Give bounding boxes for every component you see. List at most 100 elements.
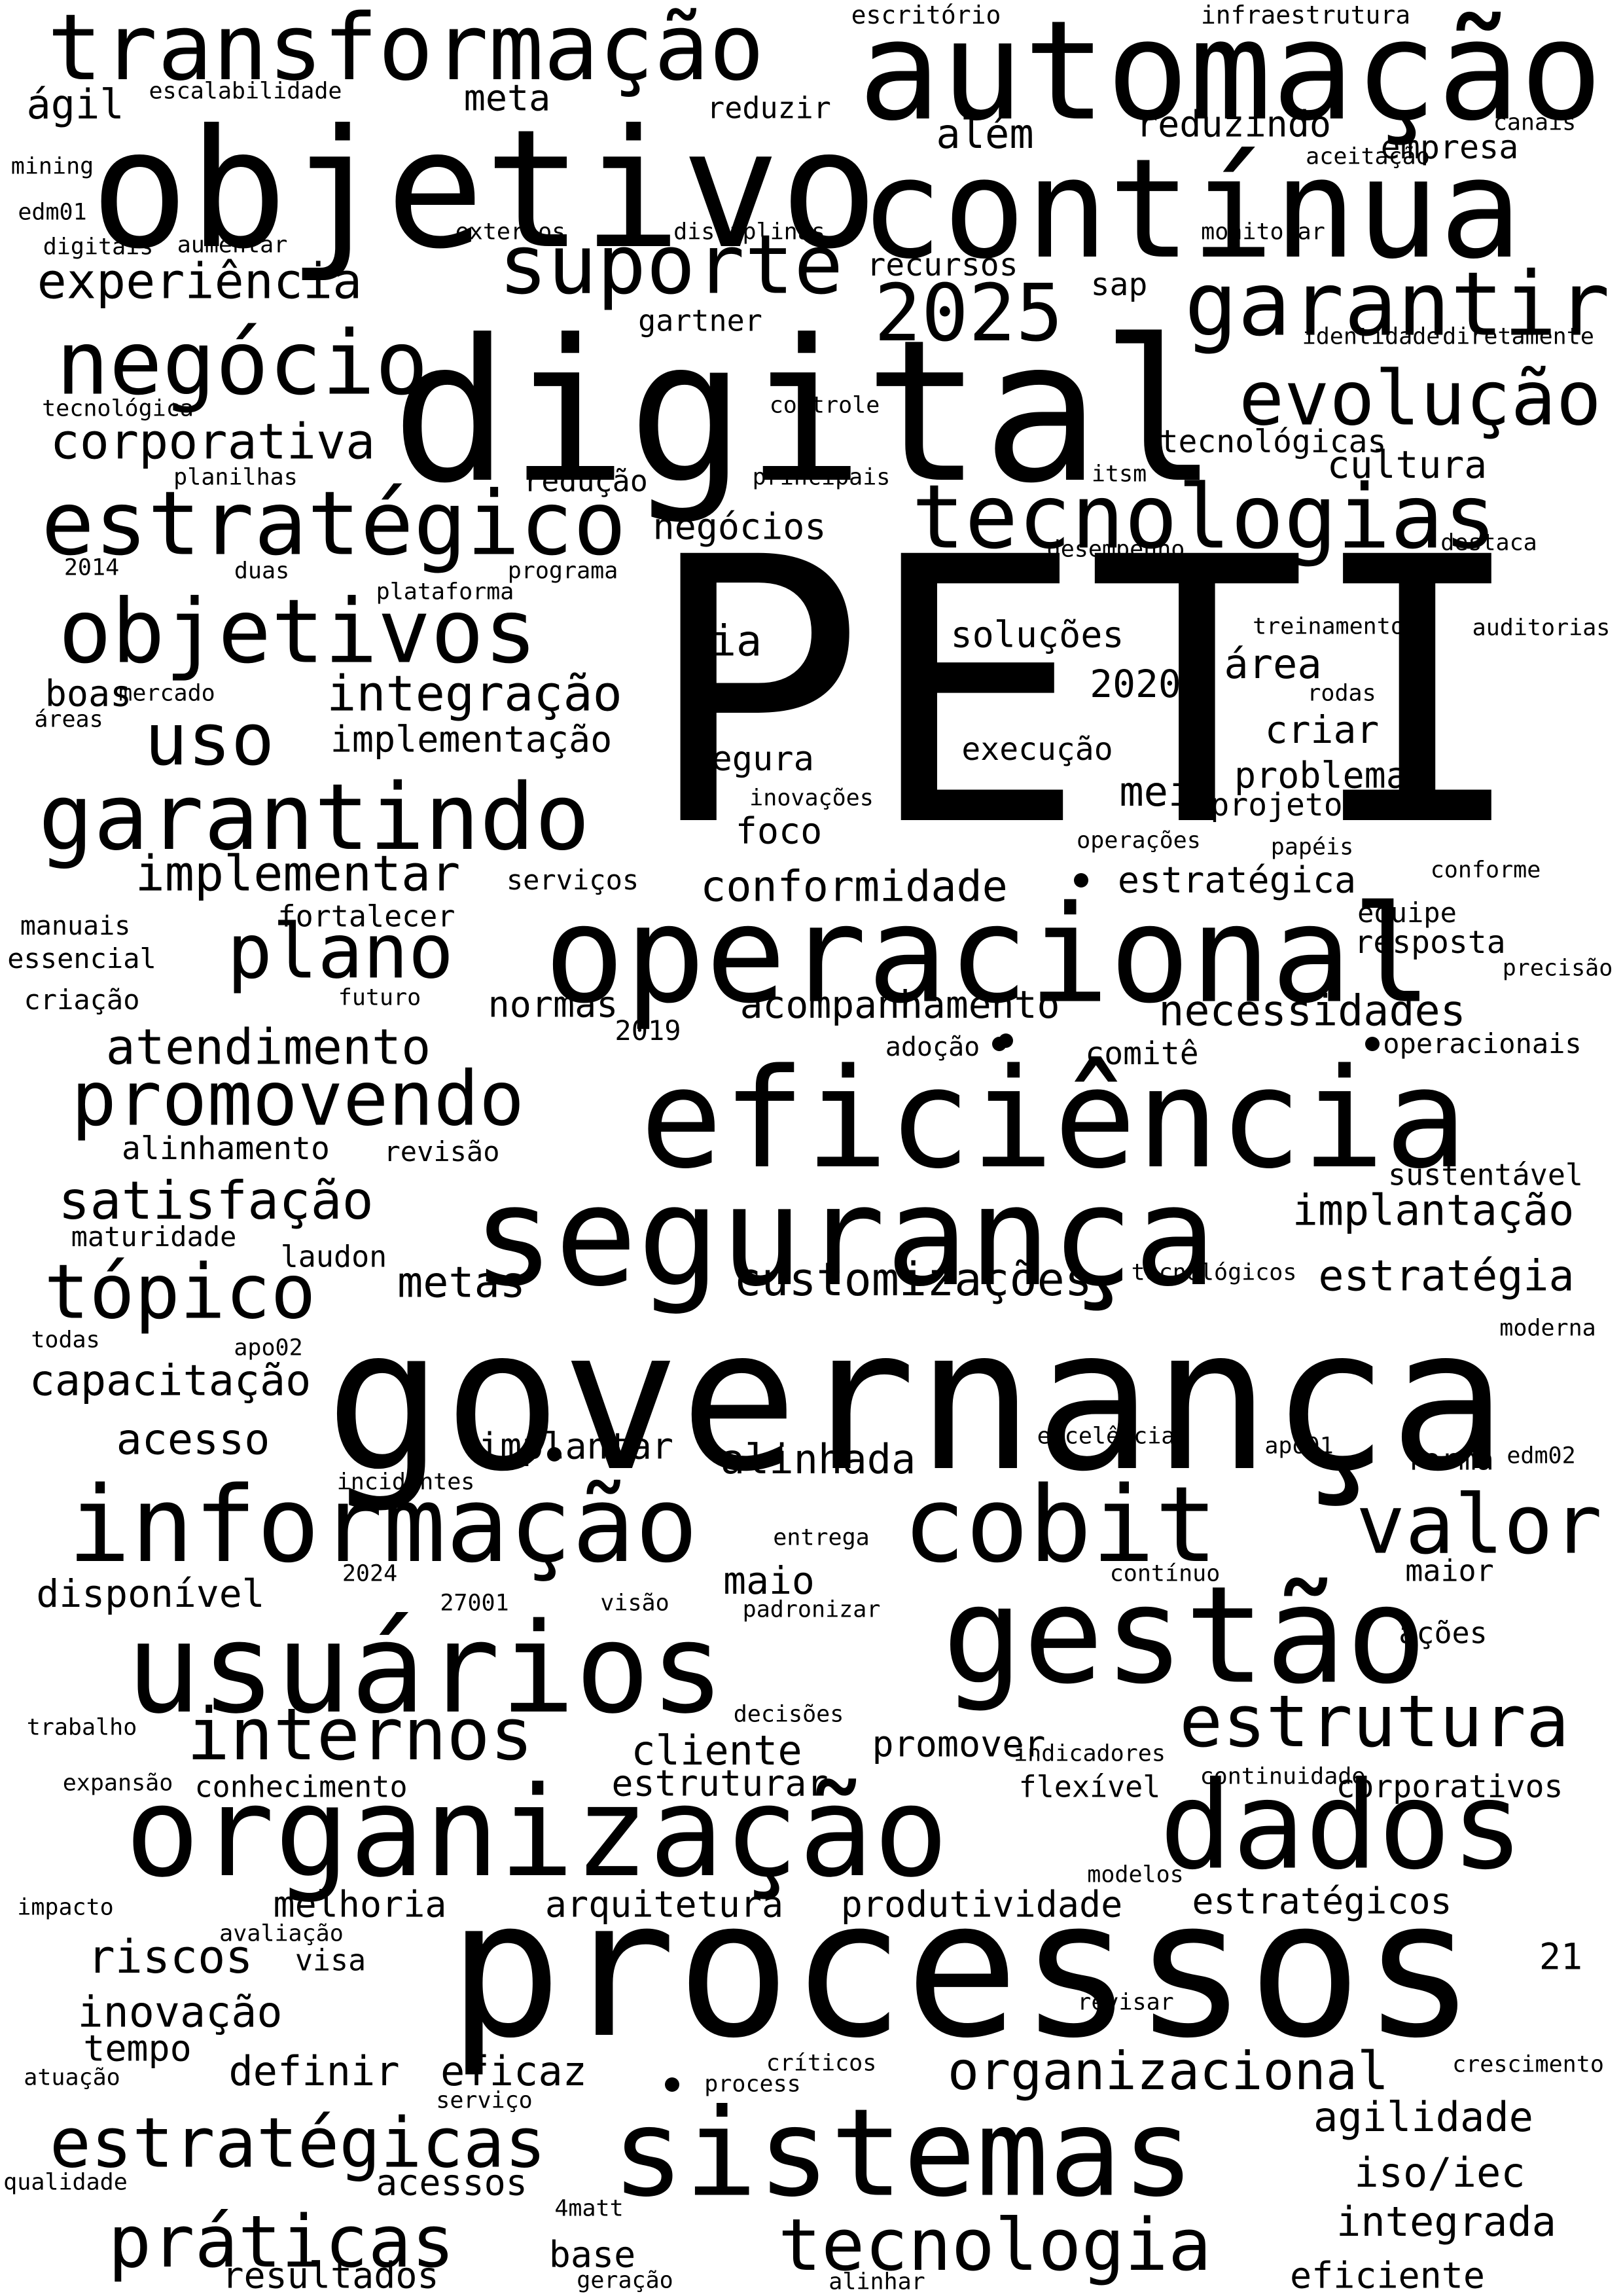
word-excelencia: excelência [1037, 1423, 1175, 1450]
decorative-dot [1365, 1037, 1380, 1051]
word-canais: canais [1493, 109, 1577, 136]
word-aceitacao: aceitação [1306, 143, 1430, 170]
word-maio: maio [723, 1558, 815, 1603]
word-cliente: cliente [631, 1727, 802, 1774]
word-atendimento: atendimento [105, 1018, 431, 1076]
word-tecnologica: tecnológica [42, 395, 194, 422]
word-acompanhamento: acompanhamento [740, 982, 1060, 1027]
word-apo01: apo01 [1264, 1433, 1334, 1460]
word-execucao: execução [961, 731, 1113, 768]
word-eficiente: eficiente [1289, 2254, 1486, 2296]
word-criar: criar [1264, 708, 1380, 752]
word-geracao: geração [577, 2267, 673, 2294]
word-externos: externos [455, 219, 566, 245]
word-continua: contínua [860, 129, 1522, 289]
word-tecnologicas: tecnológicas [1159, 423, 1387, 460]
word-produtividade: produtividade [840, 1883, 1123, 1926]
word-cultura: cultura [1327, 442, 1488, 487]
word-automacao: automação [858, 0, 1603, 151]
word-eficiencia: eficiência [639, 1039, 1468, 1199]
word-garantir: garantir [1184, 253, 1611, 356]
word-peti: PETI [645, 480, 1528, 907]
word-digitais: digitais [43, 234, 154, 260]
word-arquitetura: arquitetura [544, 1883, 784, 1926]
word-todas: todas [31, 1327, 100, 1354]
word-disponivel: disponível [36, 1571, 265, 1616]
word-meio: meio [1119, 768, 1217, 816]
word-precisao: precisão [1502, 955, 1613, 982]
word-aumentar: aumentar [177, 232, 288, 259]
word-revisar: revisar [1077, 1989, 1174, 2016]
word-problemas: problemas [1234, 754, 1430, 797]
word-estrategica: estratégica [1117, 859, 1357, 901]
word-agilidade: agilidade [1313, 2093, 1533, 2141]
word-servico: serviço [436, 2087, 533, 2114]
word-padronizar: padronizar [742, 1596, 881, 1623]
word-flexivel: flexível [1018, 1769, 1161, 1804]
word-visa: visa [294, 1943, 366, 1978]
word-praticas: práticas [108, 2200, 455, 2284]
word-escritorio: escritório [851, 1, 1001, 29]
word-promover: promover [872, 1723, 1046, 1765]
decorative-dot [547, 1447, 562, 1462]
decorative-dot [999, 1033, 1013, 1048]
word-digital: digital [391, 298, 1219, 526]
word-customizacoes: customizações [734, 1253, 1092, 1306]
word-manuais: manuais [20, 911, 131, 941]
word-metas: metas [397, 1258, 526, 1308]
word-informacao: informação [67, 1463, 698, 1586]
word-governanca: governança [325, 1286, 1508, 1515]
word-programa: programa [507, 558, 618, 584]
word-sustentavel: sustentável [1387, 1157, 1584, 1193]
word-disciplinas: disciplinas [673, 219, 825, 245]
word-organizacao: organização [124, 1760, 949, 1905]
word-gartner: gartner [638, 303, 762, 338]
word-sap: sap [1090, 266, 1148, 303]
word-internos: internos [187, 1693, 533, 1776]
word-desempenho: desempenho [1046, 536, 1185, 563]
word-servicos: serviços [506, 864, 639, 896]
word-uso: uso [144, 698, 275, 781]
word-acesso: acesso [116, 1415, 270, 1465]
word-moderna: moderna [1499, 1315, 1596, 1342]
word-implementacao: implementação [330, 718, 613, 761]
word-rodas: rodas [1307, 680, 1376, 707]
word-implantar: implantar [478, 1425, 674, 1467]
word-evolucao: evolução [1239, 355, 1601, 443]
word-modelos: modelos [1087, 1861, 1184, 1888]
word-transformacao: transformação [47, 0, 764, 101]
word-estruturar: estruturar [611, 1762, 829, 1804]
word-indicadores: indicadores [1014, 1740, 1166, 1767]
word-operacional: operacional [544, 877, 1433, 1033]
word-entrega: entrega [773, 1524, 870, 1551]
word-areas: áreas [34, 706, 103, 733]
word-resposta: resposta [1354, 924, 1506, 961]
word-area: área [1224, 640, 1322, 688]
word-valor: valor [1355, 1477, 1603, 1573]
word-trabalho: trabalho [26, 1714, 137, 1741]
word-objetivo: objetivo [90, 94, 879, 285]
word-conforme: conforme [1430, 857, 1541, 884]
word-essencial: essencial [7, 942, 156, 975]
word-destaca: destaca [1440, 529, 1537, 556]
word-cobit: cobit [902, 1463, 1218, 1586]
word-usuarios: usuários [126, 1596, 725, 1741]
word-2014: 2014 [63, 554, 120, 581]
word-forma: forma [1405, 1442, 1494, 1477]
word-4matt: 4matt [554, 2195, 624, 2222]
word-processos: processos [448, 1859, 1476, 2080]
word-implementar: implementar [135, 844, 461, 903]
word-auditorias: auditorias [1472, 615, 1611, 641]
word-tecnologia: tecnologia [777, 2203, 1212, 2287]
word-recursos: recursos [866, 247, 1018, 283]
word-integrada: integrada [1336, 2198, 1556, 2246]
word-organizacional: organizacional [947, 2041, 1389, 2102]
word-revisao: revisão [383, 1136, 500, 1168]
word-process: process [704, 2071, 801, 2098]
word-tecnologias: tecnologias [911, 465, 1497, 569]
word-boas: boas [45, 672, 132, 715]
word-2020: 2020 [1090, 662, 1181, 706]
word-27001: 27001 [440, 1590, 509, 1617]
word-criticos: críticos [766, 2050, 877, 2077]
word-planilhas: planilhas [173, 464, 298, 491]
